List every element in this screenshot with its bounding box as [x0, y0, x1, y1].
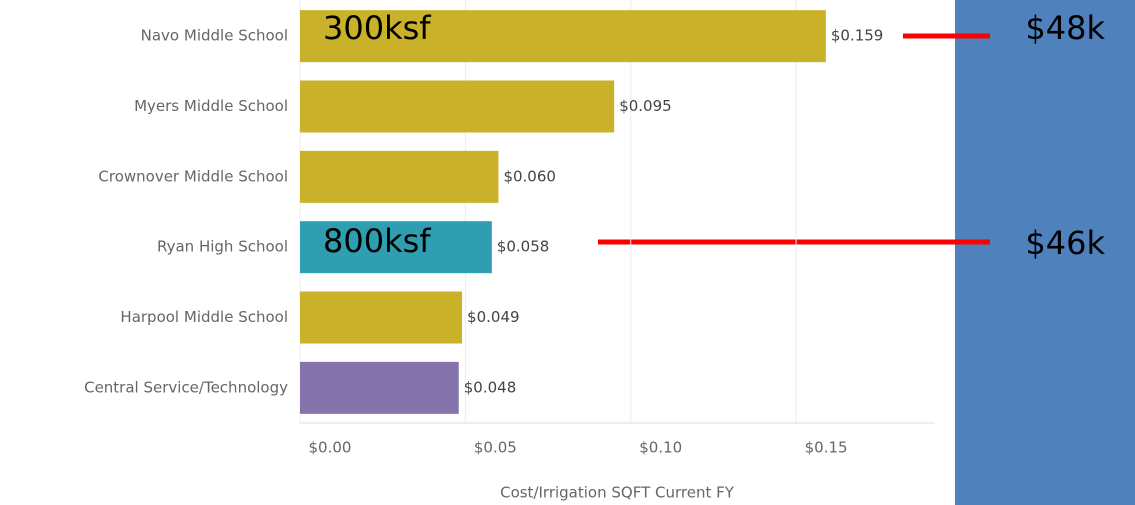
bar — [300, 221, 492, 274]
y-tick-label: Navo Middle School — [141, 27, 288, 45]
y-tick-label: Ryan High School — [157, 238, 288, 256]
y-tick-label: Crownover Middle School — [98, 167, 288, 185]
annotation: $46k — [1025, 224, 1105, 262]
y-tick-label: Central Service/Technology — [84, 378, 288, 396]
value-label: $0.048 — [464, 378, 517, 396]
value-label: $0.159 — [831, 27, 884, 45]
value-label: $0.095 — [619, 97, 672, 115]
bar — [300, 361, 459, 414]
value-label: $0.058 — [497, 238, 549, 256]
annotation: 300ksf — [323, 9, 431, 47]
x-tick-label: $0.10 — [639, 439, 682, 457]
bar — [300, 10, 826, 63]
x-tick-label: $0.00 — [309, 439, 352, 457]
bar — [300, 80, 615, 133]
value-label: $0.049 — [467, 308, 519, 326]
annotation: 800ksf — [323, 222, 431, 260]
x-tick-label: $0.15 — [805, 439, 848, 457]
value-label: $0.060 — [503, 167, 556, 185]
annotation: $48k — [1025, 9, 1105, 47]
y-tick-label: Harpool Middle School — [120, 308, 288, 326]
bar — [300, 150, 499, 203]
x-tick-label: $0.05 — [474, 439, 517, 457]
side-panel — [955, 0, 1135, 505]
y-tick-label: Myers Middle School — [134, 97, 288, 115]
x-axis-title: Cost/Irrigation SQFT Current FY — [500, 484, 735, 502]
bar — [300, 291, 463, 344]
